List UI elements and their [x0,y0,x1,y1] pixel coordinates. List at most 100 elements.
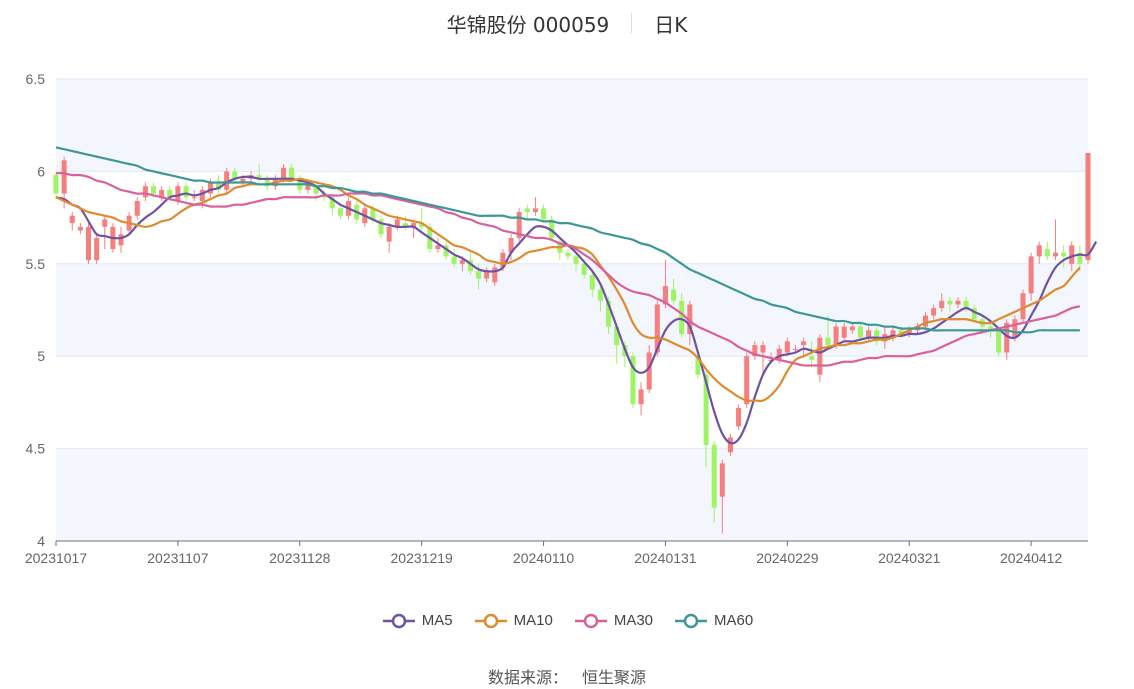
title-divider [631,13,633,33]
candle-body [516,212,522,238]
candle-body [102,219,108,227]
candle-body [573,256,579,264]
candle [524,204,530,220]
x-tick-label: 20231107 [147,550,208,566]
candle-body [931,308,937,316]
candle-body [150,186,157,194]
candle [801,337,807,357]
candle-body [906,330,912,335]
candle-body [337,208,343,216]
candle [931,304,937,320]
candle-body [792,348,798,350]
candle-body [841,326,847,338]
candle-body [370,208,376,220]
candle-body [1012,319,1018,338]
x-tick-label: 20231219 [391,550,454,566]
legend-item-ma10[interactable]: MA10 [473,612,553,629]
candle-body [524,208,530,213]
candle-body [1036,245,1042,257]
candle [1085,152,1091,264]
y-tick-label: 4 [37,533,45,549]
y-axis: 4 4.5 5 5.5 6 6.5 [26,71,46,549]
x-tick-label: 20240412 [1000,550,1063,566]
candle-body [719,463,725,497]
candle-body [955,300,961,305]
candle [549,215,555,242]
grid-band [56,79,1088,172]
candle [589,271,595,298]
candle [102,215,108,250]
candle [378,215,384,238]
candle [216,175,222,194]
candle-body [971,308,977,320]
candle-body [419,223,425,227]
legend-item-ma30[interactable]: MA30 [573,612,653,629]
candle-body [776,348,782,360]
candle [484,267,490,283]
candle [386,223,392,253]
candle-body [500,252,506,268]
candle-body [679,300,685,335]
candle [451,249,457,268]
candle-body [898,330,904,335]
legend-item-ma5[interactable]: MA5 [381,612,453,629]
candle-body [597,289,603,301]
candle [69,212,75,231]
legend-item-ma60[interactable]: MA60 [673,612,753,629]
candle-body [451,256,457,264]
candle-body [874,330,880,342]
candle-body [240,178,246,183]
candle [825,315,831,349]
candle-body [94,237,100,261]
candle-body [809,356,815,360]
candle [711,441,717,523]
y-tick-label: 4.5 [26,441,46,457]
candle [939,293,945,312]
candle-body [1061,252,1067,257]
candle [573,252,579,272]
candle [703,370,709,468]
candle-body [289,167,295,179]
candle [159,186,165,201]
candle [77,223,83,235]
candle [849,322,855,335]
candle [183,182,189,201]
legend-label: MA5 [421,612,453,629]
candle [955,297,961,309]
candle [1077,245,1083,272]
candle-body [638,389,644,405]
candle [1028,252,1034,301]
candle-body [1020,293,1026,320]
candle [719,459,725,534]
source-label: 数据来源： [487,668,568,687]
y-tick-label: 5 [37,348,45,364]
legend-marker-icon [474,613,507,628]
y-tick-label: 6 [37,163,45,179]
candle-body [305,182,311,190]
candle-body [825,337,831,346]
x-tick-label: 20240229 [756,550,819,566]
period-label[interactable]: 日K [654,12,688,37]
candle [118,226,124,253]
chart-title: 华锦股份 000059 日K [0,8,1134,38]
candle-body [630,356,636,405]
candle-body [459,260,465,264]
candle-body [476,271,482,279]
candle-body [589,274,595,290]
candle-body [922,315,928,327]
candle-body [1085,152,1091,261]
candle-body [1004,322,1010,353]
candle [744,352,750,408]
candle-body [654,304,660,353]
candle-body [760,345,766,353]
candle-body [987,326,994,331]
candle-body [736,407,742,427]
moving-average-lines [55,146,1098,445]
candle [996,326,1002,357]
candle-body [752,345,758,357]
candle [890,326,896,342]
candle-body [411,223,417,227]
line-ma30 [55,172,1081,367]
candle-body [224,171,230,190]
candle [630,352,636,408]
